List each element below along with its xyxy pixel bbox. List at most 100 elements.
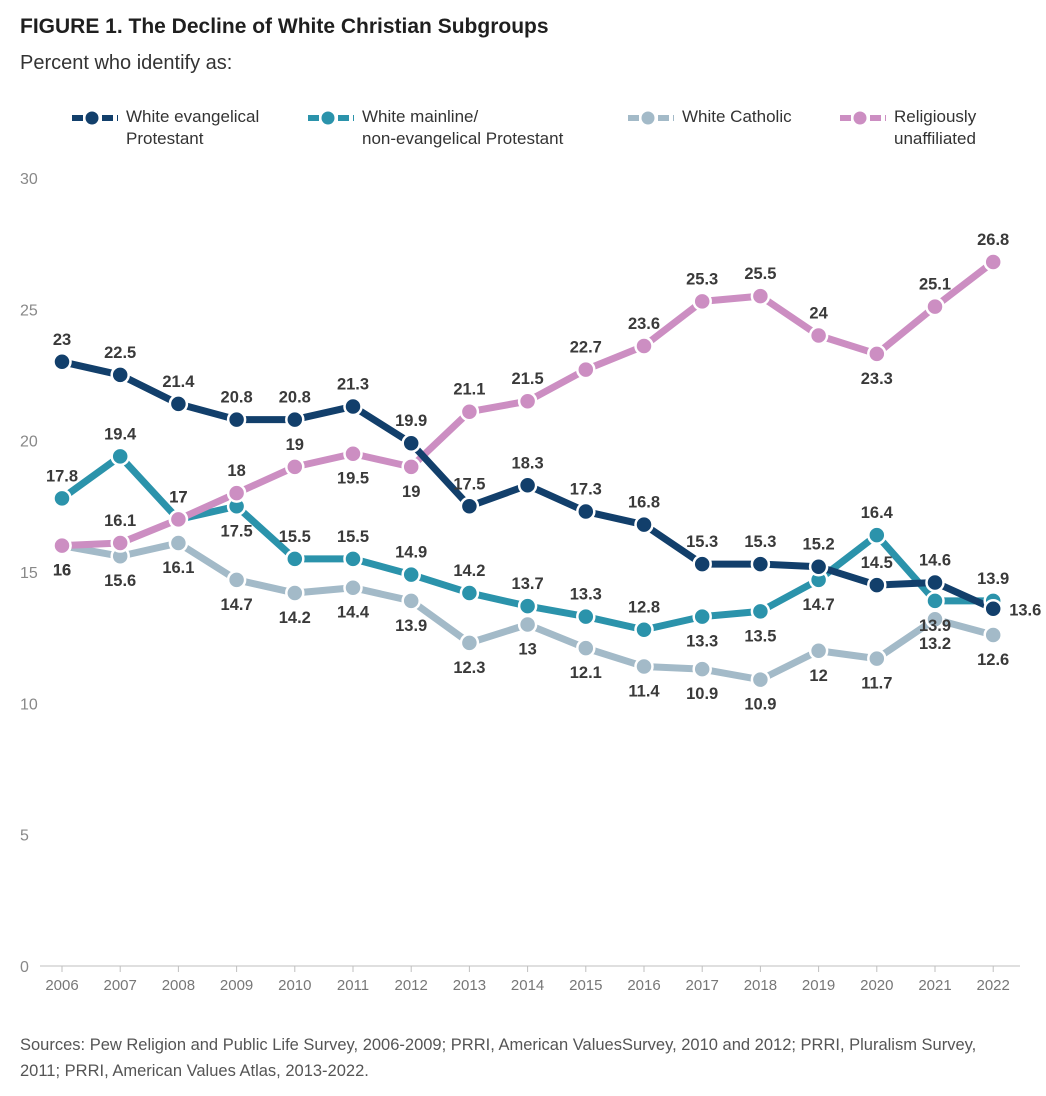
x-tick-label: 2016 xyxy=(627,977,660,994)
data-label: 17.3 xyxy=(570,481,602,499)
data-label: 14.2 xyxy=(453,562,485,580)
data-point xyxy=(750,601,771,622)
data-label: 14.4 xyxy=(337,604,370,622)
data-label: 17.8 xyxy=(46,467,78,485)
data-label: 13.3 xyxy=(570,586,602,604)
data-point xyxy=(401,433,421,453)
x-tick-label: 2020 xyxy=(860,977,893,994)
data-label: 13.5 xyxy=(744,627,776,645)
data-label: 16.1 xyxy=(104,512,136,530)
data-point xyxy=(52,488,72,509)
data-point xyxy=(52,535,72,556)
data-label: 15.6 xyxy=(104,572,136,590)
data-point xyxy=(52,352,72,372)
legend-label: Religiously unaffiliated xyxy=(894,107,977,148)
data-point xyxy=(343,549,363,569)
data-label: 14.7 xyxy=(803,596,835,614)
data-point xyxy=(925,572,945,593)
data-label: 20.8 xyxy=(279,389,311,407)
data-point xyxy=(692,659,712,679)
data-label: 10.9 xyxy=(686,685,718,703)
x-tick-label: 2013 xyxy=(453,977,486,994)
data-point xyxy=(750,554,771,574)
data-point xyxy=(692,291,712,312)
data-point xyxy=(401,457,421,477)
x-tick-label: 2021 xyxy=(918,977,951,994)
data-point xyxy=(285,409,305,430)
legend-label: White mainline/ non-evangelical Protesta… xyxy=(362,107,564,148)
data-point xyxy=(576,606,596,627)
data-label: 20.8 xyxy=(221,389,253,407)
x-tick-label: 2014 xyxy=(511,977,544,994)
data-point xyxy=(867,648,887,669)
data-point xyxy=(517,475,538,496)
data-point xyxy=(110,446,130,467)
data-label: 15.5 xyxy=(337,528,369,546)
data-label: 16 xyxy=(53,562,71,580)
data-label: 21.3 xyxy=(337,375,369,393)
data-point xyxy=(226,483,247,503)
data-label: 18.3 xyxy=(512,454,544,472)
data-label: 15.3 xyxy=(744,533,776,551)
data-point xyxy=(226,570,247,590)
data-label: 13.9 xyxy=(395,617,427,635)
data-label: 18 xyxy=(227,462,245,480)
y-tick-label: 30 xyxy=(20,171,38,188)
figure-title: FIGURE 1. The Decline of White Christian… xyxy=(20,15,549,38)
legend-swatch-icon xyxy=(840,106,886,130)
legend-item-religiously-unaffiliated: Religiously unaffiliated xyxy=(840,106,976,150)
x-tick-label: 2008 xyxy=(162,977,195,994)
data-label: 14.9 xyxy=(395,544,427,562)
data-point xyxy=(634,336,654,356)
data-point xyxy=(692,554,712,574)
legend-item-white-catholic: White Catholic xyxy=(628,106,792,130)
data-point xyxy=(401,564,421,585)
data-point xyxy=(983,625,1003,645)
data-point xyxy=(576,638,596,658)
data-label: 12.8 xyxy=(628,599,660,617)
x-tick-label: 2009 xyxy=(220,977,253,994)
data-point xyxy=(750,286,771,306)
data-label: 15.2 xyxy=(803,536,835,554)
data-point xyxy=(459,633,480,653)
data-label: 19.9 xyxy=(395,412,427,430)
data-point xyxy=(168,533,189,553)
data-point xyxy=(110,533,130,553)
data-label: 23.6 xyxy=(628,315,660,333)
legend-label: White Catholic xyxy=(682,107,792,126)
data-label: 24 xyxy=(809,305,828,323)
data-point xyxy=(867,575,887,595)
data-label: 16.8 xyxy=(628,494,660,512)
y-tick-label: 20 xyxy=(20,434,38,451)
data-point xyxy=(634,619,654,640)
data-label: 13.2 xyxy=(919,635,951,653)
x-tick-label: 2006 xyxy=(45,977,78,994)
data-point xyxy=(226,409,247,430)
data-label: 25.5 xyxy=(744,265,776,283)
legend-item-white-mainline: White mainline/ non-evangelical Protesta… xyxy=(308,106,563,150)
figure-subtitle: Percent who identify as: xyxy=(20,52,233,74)
data-label: 25.1 xyxy=(919,276,951,294)
x-tick-label: 2018 xyxy=(744,977,777,994)
data-point xyxy=(168,394,189,414)
data-label: 13.6 xyxy=(1009,602,1041,620)
data-point xyxy=(867,344,887,364)
data-point xyxy=(459,583,480,603)
data-label: 14.5 xyxy=(861,554,893,572)
data-point xyxy=(692,606,712,627)
y-tick-label: 5 xyxy=(20,828,29,845)
data-point xyxy=(517,391,538,411)
data-label: 21.1 xyxy=(453,381,485,399)
legend-swatch-icon xyxy=(308,106,354,130)
data-label: 14.7 xyxy=(221,596,253,614)
data-label: 12.1 xyxy=(570,664,602,682)
x-tick-label: 2010 xyxy=(278,977,311,994)
data-point xyxy=(634,514,654,535)
x-tick-label: 2019 xyxy=(802,977,835,994)
data-point xyxy=(343,443,363,464)
data-label: 17 xyxy=(169,488,187,506)
data-point xyxy=(168,509,189,530)
data-point xyxy=(983,252,1003,272)
x-tick-label: 2017 xyxy=(686,977,719,994)
data-label: 16 xyxy=(53,562,71,580)
